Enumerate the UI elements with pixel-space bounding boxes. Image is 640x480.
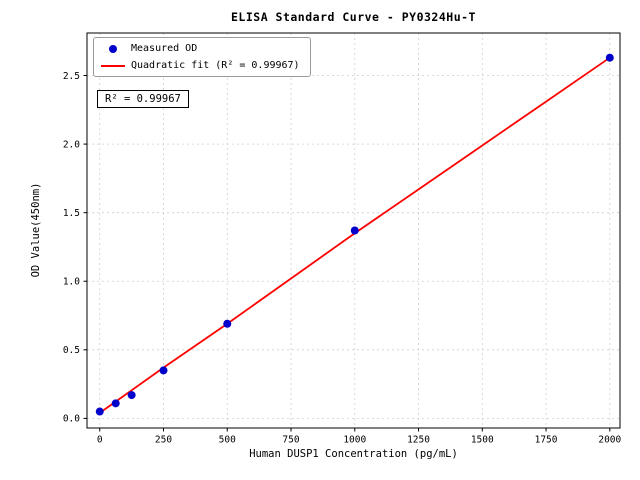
y-tick-label: 2.5: [63, 71, 80, 82]
legend-marker-area: [100, 44, 126, 53]
x-tick-label: 1250: [407, 435, 430, 446]
x-axis-label: Human DUSP1 Concentration (pg/mL): [249, 448, 458, 460]
y-axis-label: OD Value(450nm): [30, 182, 42, 278]
legend-item-quadratic-fit: Quadratic fit (R² = 0.99967): [100, 60, 300, 71]
x-tick-label: 2000: [598, 435, 621, 446]
x-tick-label: 1750: [535, 435, 558, 446]
data-point: [605, 53, 614, 62]
data-point: [350, 226, 359, 235]
scatter-marker-icon: [109, 44, 117, 53]
y-tick-label: 2.0: [63, 139, 80, 150]
legend-label-measured-od: Measured OD: [131, 43, 198, 54]
x-tick-label: 750: [282, 435, 299, 446]
legend-item-measured-od: Measured OD: [100, 43, 300, 54]
line-marker-icon: [101, 64, 125, 67]
x-tick-label: 500: [219, 435, 236, 446]
data-point: [127, 391, 136, 400]
y-tick-label: 1.0: [63, 277, 80, 288]
data-point: [159, 366, 168, 375]
legend: Measured OD Quadratic fit (R² = 0.99967): [93, 37, 311, 77]
r-squared-annotation: R² = 0.99967: [97, 90, 189, 108]
y-tick-label: 0.5: [63, 345, 80, 356]
data-point: [111, 399, 120, 408]
data-point: [95, 407, 104, 416]
chart-title: ELISA Standard Curve - PY0324Hu-T: [231, 10, 476, 24]
y-tick-label: 1.5: [63, 208, 80, 219]
x-tick-label: 1000: [343, 435, 366, 446]
legend-label-quadratic-fit: Quadratic fit (R² = 0.99967): [131, 60, 300, 71]
y-tick-label: 0.0: [63, 414, 80, 425]
x-tick-label: 0: [97, 435, 103, 446]
x-tick-label: 1500: [471, 435, 494, 446]
data-point: [223, 319, 232, 328]
x-tick-label: 250: [155, 435, 172, 446]
legend-marker-area: [100, 64, 126, 67]
plot-frame: [86, 32, 621, 429]
